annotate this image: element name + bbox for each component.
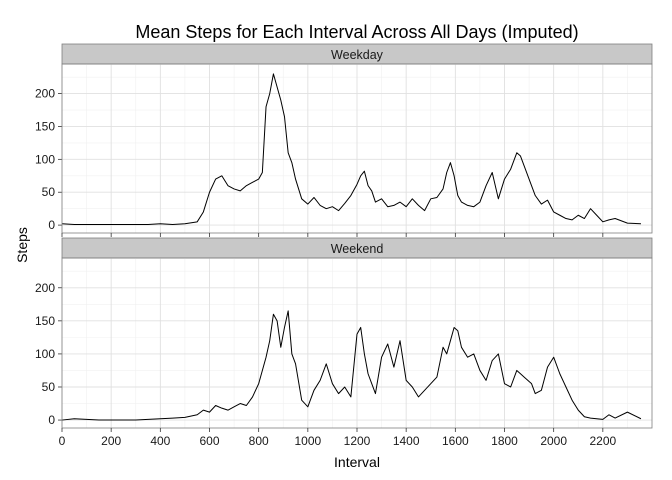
x-tick-label: 400: [150, 434, 170, 448]
x-tick-label: 600: [199, 434, 219, 448]
x-tick-label: 1400: [393, 434, 420, 448]
x-tick-label: 1200: [344, 434, 371, 448]
y-tick-label: 200: [35, 87, 55, 101]
y-tick-label: 150: [35, 314, 55, 328]
x-axis-title: Interval: [334, 454, 380, 470]
series-line-weekday: [61, 73, 641, 225]
facet-strip-label: Weekday: [331, 48, 384, 62]
x-tick-label: 2000: [540, 434, 567, 448]
y-tick-label: 150: [35, 119, 55, 133]
series-line-weekend: [61, 310, 642, 421]
x-tick-label: 1600: [442, 434, 469, 448]
x-tick-label: 0: [59, 434, 66, 448]
x-tick-label: 800: [249, 434, 269, 448]
y-tick-label: 0: [48, 218, 55, 232]
panel-weekday: Weekday 0 50 100 150 200: [35, 43, 653, 237]
y-tick-label: 50: [42, 380, 56, 394]
y-tick-label: 50: [42, 185, 56, 199]
x-tick-label: 2200: [589, 434, 616, 448]
chart-title: Mean Steps for Each Interval Across All …: [135, 22, 578, 42]
y-axis-title: Steps: [14, 227, 30, 263]
x-tick-label: 1800: [491, 434, 518, 448]
y-tick-label: 0: [48, 413, 55, 427]
y-tick-label: 200: [35, 281, 55, 295]
y-tick-label: 100: [35, 347, 55, 361]
facet-strip-label: Weekend: [331, 242, 384, 256]
y-tick-label: 100: [35, 152, 55, 166]
x-tick-label: 200: [101, 434, 121, 448]
x-tick-label: 1000: [294, 434, 321, 448]
